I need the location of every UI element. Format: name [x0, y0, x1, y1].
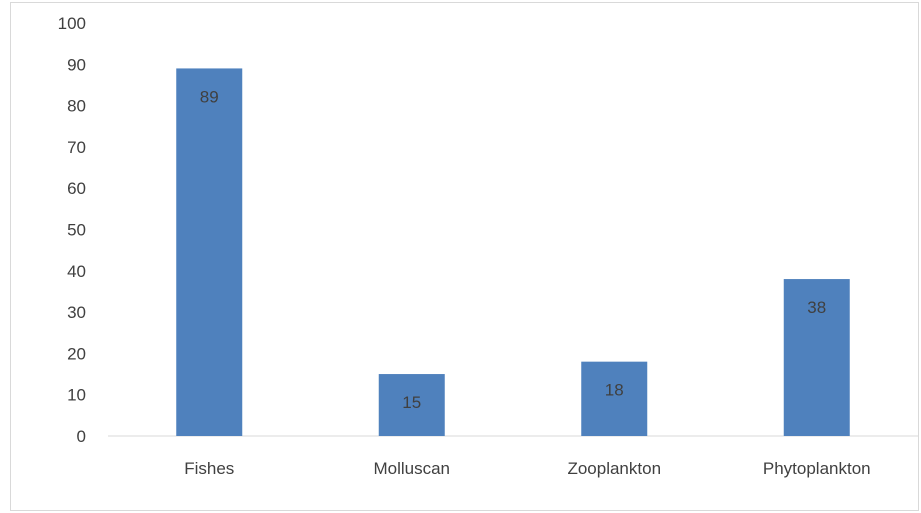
y-tick-label: 20 [67, 344, 86, 363]
x-axis-ticks: Fishes Molluscan Zooplankton Phytoplankton [184, 459, 870, 478]
data-labels: 89 15 18 38 [200, 87, 826, 412]
y-tick-label: 30 [67, 303, 86, 322]
data-label-molluscan: 15 [402, 393, 421, 412]
bar-phytoplankton [783, 279, 850, 436]
data-label-zooplankton: 18 [605, 381, 624, 400]
chart-frame [10, 2, 919, 511]
bar-fishes [176, 68, 243, 437]
y-tick-label: 100 [58, 14, 86, 33]
x-tick-label-phytoplankton: Phytoplankton [763, 459, 871, 478]
bars [176, 68, 850, 437]
x-tick-label-molluscan: Molluscan [373, 459, 450, 478]
y-tick-label: 0 [77, 427, 86, 446]
y-tick-label: 90 [67, 55, 86, 74]
y-tick-label: 10 [67, 386, 86, 405]
data-label-phytoplankton: 38 [807, 298, 826, 317]
data-label-fishes: 89 [200, 87, 219, 106]
y-axis-ticks: 0 10 20 30 40 50 60 70 80 90 100 [58, 14, 86, 446]
y-tick-label: 40 [67, 262, 86, 281]
y-tick-label: 80 [67, 97, 86, 116]
y-tick-label: 60 [67, 179, 86, 198]
y-tick-label: 50 [67, 221, 86, 240]
x-tick-label-zooplankton: Zooplankton [567, 459, 661, 478]
y-tick-label: 70 [67, 138, 86, 157]
bar-zooplankton [581, 361, 648, 436]
bar-molluscan [378, 374, 445, 436]
x-tick-label-fishes: Fishes [184, 459, 234, 478]
